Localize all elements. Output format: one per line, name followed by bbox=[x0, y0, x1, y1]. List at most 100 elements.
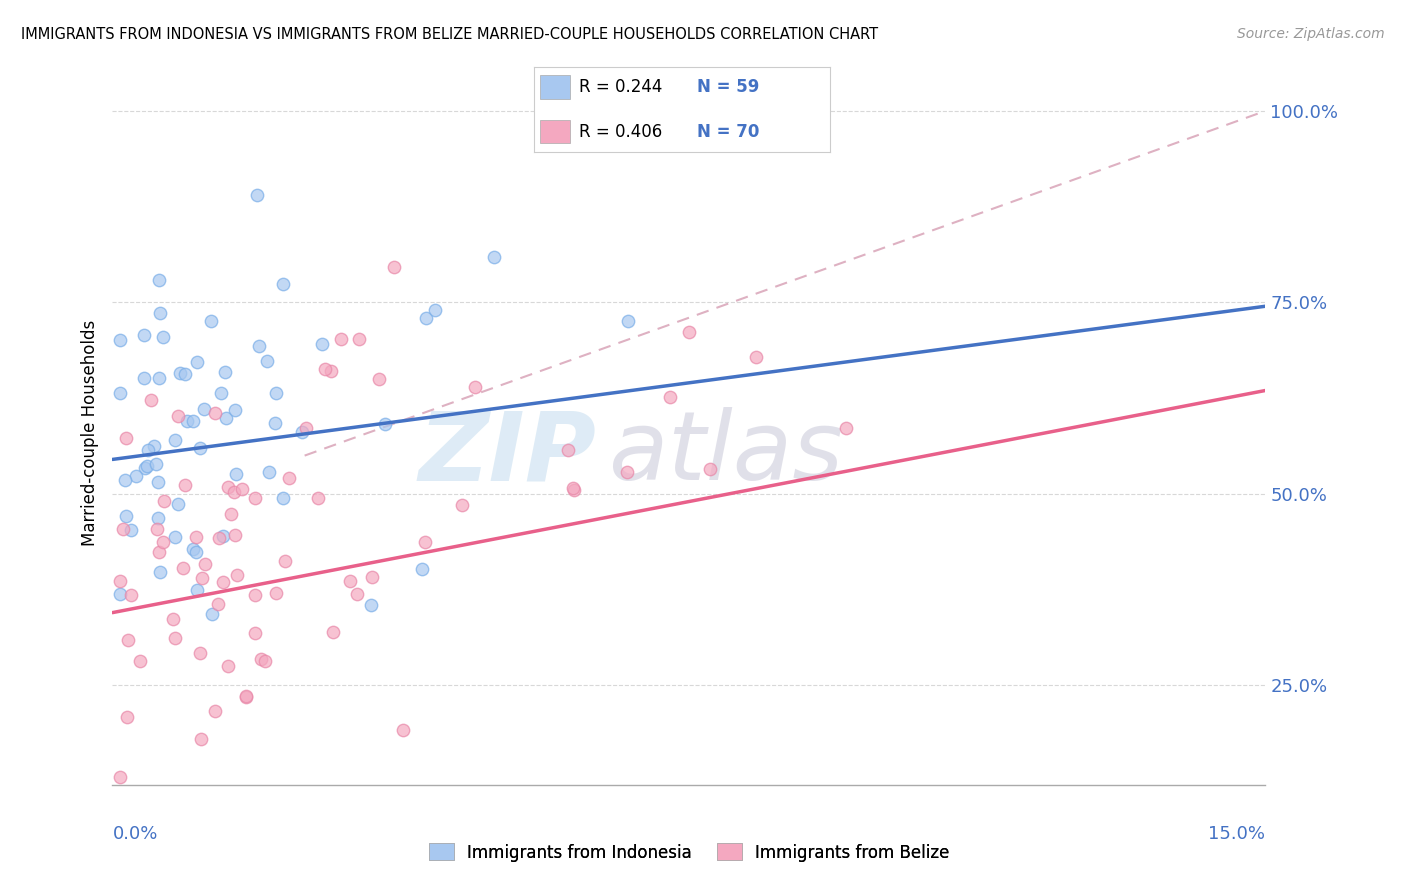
Point bbox=[193, 402, 215, 417]
Point bbox=[146, 510, 169, 524]
Point bbox=[423, 303, 446, 318]
Point bbox=[745, 350, 768, 364]
Text: atlas: atlas bbox=[609, 408, 844, 500]
Point bbox=[346, 587, 368, 601]
Point bbox=[176, 413, 198, 427]
Point bbox=[562, 483, 585, 497]
Point bbox=[186, 530, 208, 544]
Point bbox=[311, 337, 333, 351]
Point bbox=[163, 529, 186, 543]
Point bbox=[129, 654, 152, 668]
Point bbox=[132, 328, 155, 343]
Point bbox=[360, 599, 382, 613]
Point bbox=[148, 371, 170, 385]
Point bbox=[451, 499, 474, 513]
Point bbox=[163, 631, 186, 645]
Point bbox=[115, 508, 138, 523]
Point bbox=[678, 325, 700, 339]
Point bbox=[201, 607, 224, 622]
Point bbox=[172, 560, 194, 574]
Point bbox=[173, 367, 195, 381]
Point bbox=[153, 493, 176, 508]
Point bbox=[152, 329, 174, 343]
Point bbox=[415, 311, 437, 326]
Point bbox=[250, 652, 273, 666]
Point bbox=[368, 372, 391, 386]
Point bbox=[557, 443, 579, 458]
Point bbox=[181, 414, 204, 428]
Point bbox=[246, 188, 269, 202]
Point bbox=[114, 473, 136, 487]
Point bbox=[217, 658, 239, 673]
Text: ZIP: ZIP bbox=[419, 408, 596, 500]
Point bbox=[108, 386, 131, 401]
Point bbox=[322, 625, 344, 640]
Point bbox=[215, 411, 238, 425]
Point bbox=[134, 461, 156, 475]
Text: R = 0.406: R = 0.406 bbox=[579, 123, 662, 141]
Point bbox=[149, 305, 172, 319]
Point bbox=[120, 523, 142, 537]
Point bbox=[166, 409, 188, 423]
Text: 0.0%: 0.0% bbox=[112, 825, 157, 843]
Point bbox=[108, 770, 131, 784]
Point bbox=[245, 626, 267, 640]
Point bbox=[224, 528, 246, 542]
Point bbox=[139, 392, 162, 407]
Point bbox=[136, 458, 159, 473]
Point bbox=[256, 354, 278, 368]
Point bbox=[295, 420, 318, 434]
Point bbox=[204, 704, 226, 718]
Point bbox=[319, 363, 342, 377]
Point bbox=[616, 465, 638, 479]
Point bbox=[411, 561, 433, 575]
Point bbox=[224, 403, 246, 417]
Point bbox=[339, 574, 361, 588]
Point bbox=[115, 710, 138, 724]
Point bbox=[254, 654, 277, 668]
FancyBboxPatch shape bbox=[540, 76, 569, 99]
Point bbox=[277, 470, 299, 484]
Point bbox=[225, 467, 247, 481]
Point bbox=[264, 386, 287, 401]
Point bbox=[659, 390, 682, 404]
Point bbox=[415, 534, 437, 549]
Legend: Immigrants from Indonesia, Immigrants from Belize: Immigrants from Indonesia, Immigrants fr… bbox=[422, 837, 956, 868]
Point bbox=[148, 545, 170, 559]
Point bbox=[226, 567, 249, 582]
Point bbox=[482, 250, 505, 264]
Point bbox=[209, 385, 232, 400]
Point bbox=[146, 475, 169, 489]
Point bbox=[148, 273, 170, 287]
Point bbox=[117, 633, 139, 648]
Point bbox=[188, 441, 211, 455]
Text: R = 0.244: R = 0.244 bbox=[579, 78, 662, 96]
Point bbox=[264, 586, 287, 600]
Point bbox=[207, 597, 229, 611]
Point bbox=[217, 480, 239, 494]
Point bbox=[186, 544, 208, 558]
Point bbox=[212, 574, 235, 589]
Point bbox=[307, 491, 329, 506]
Point bbox=[186, 355, 208, 369]
Point bbox=[382, 260, 405, 274]
Point bbox=[208, 531, 231, 545]
Point bbox=[149, 566, 172, 580]
Text: N = 70: N = 70 bbox=[697, 123, 759, 141]
Point bbox=[257, 465, 280, 479]
Point bbox=[181, 542, 204, 557]
Point bbox=[134, 371, 156, 385]
Point bbox=[120, 588, 142, 602]
Point bbox=[162, 612, 184, 626]
Point bbox=[271, 277, 294, 291]
Point bbox=[374, 417, 396, 431]
Text: Source: ZipAtlas.com: Source: ZipAtlas.com bbox=[1237, 27, 1385, 41]
Point bbox=[108, 587, 131, 601]
Point bbox=[835, 421, 858, 435]
Point bbox=[243, 491, 266, 505]
Point bbox=[361, 570, 384, 584]
Point bbox=[392, 723, 415, 738]
Text: IMMIGRANTS FROM INDONESIA VS IMMIGRANTS FROM BELIZE MARRIED-COUPLE HOUSEHOLDS CO: IMMIGRANTS FROM INDONESIA VS IMMIGRANTS … bbox=[21, 27, 879, 42]
Point bbox=[111, 522, 134, 536]
Point bbox=[314, 361, 336, 376]
